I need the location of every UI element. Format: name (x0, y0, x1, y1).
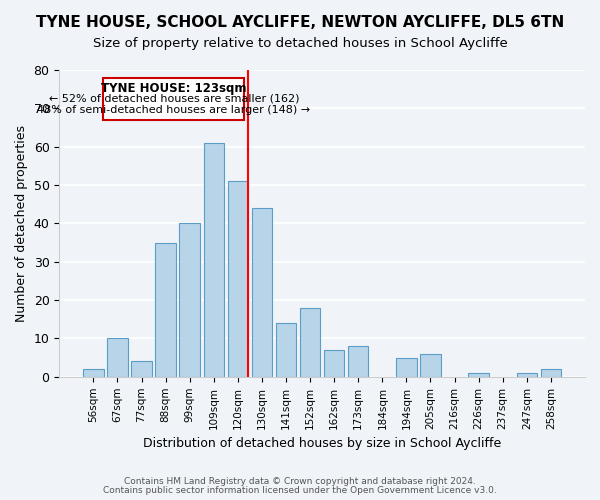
Bar (541, 369, 561, 377)
Bar (252, 208, 272, 377)
Bar (300, 308, 320, 377)
Bar (131, 362, 152, 377)
Bar (396, 358, 416, 377)
Bar (155, 242, 176, 377)
Bar (107, 338, 128, 377)
Bar (324, 350, 344, 377)
Text: TYNE HOUSE: 123sqm: TYNE HOUSE: 123sqm (101, 82, 247, 94)
Bar (227, 181, 248, 377)
Bar (83, 369, 104, 377)
X-axis label: Distribution of detached houses by size in School Aycliffe: Distribution of detached houses by size … (143, 437, 501, 450)
Text: TYNE HOUSE, SCHOOL AYCLIFFE, NEWTON AYCLIFFE, DL5 6TN: TYNE HOUSE, SCHOOL AYCLIFFE, NEWTON AYCL… (36, 15, 564, 30)
Text: Contains HM Land Registry data © Crown copyright and database right 2024.: Contains HM Land Registry data © Crown c… (124, 477, 476, 486)
Bar (179, 224, 200, 377)
Bar (469, 373, 489, 377)
Text: 48% of semi-detached houses are larger (148) →: 48% of semi-detached houses are larger (… (37, 106, 310, 116)
Bar (276, 323, 296, 377)
Bar (203, 143, 224, 377)
Bar (420, 354, 441, 377)
Text: ← 52% of detached houses are smaller (162): ← 52% of detached houses are smaller (16… (49, 94, 299, 104)
FancyBboxPatch shape (103, 78, 244, 120)
Y-axis label: Number of detached properties: Number of detached properties (15, 125, 28, 322)
Bar (517, 373, 537, 377)
Bar (348, 346, 368, 377)
Text: Size of property relative to detached houses in School Aycliffe: Size of property relative to detached ho… (92, 38, 508, 51)
Text: Contains public sector information licensed under the Open Government Licence v3: Contains public sector information licen… (103, 486, 497, 495)
